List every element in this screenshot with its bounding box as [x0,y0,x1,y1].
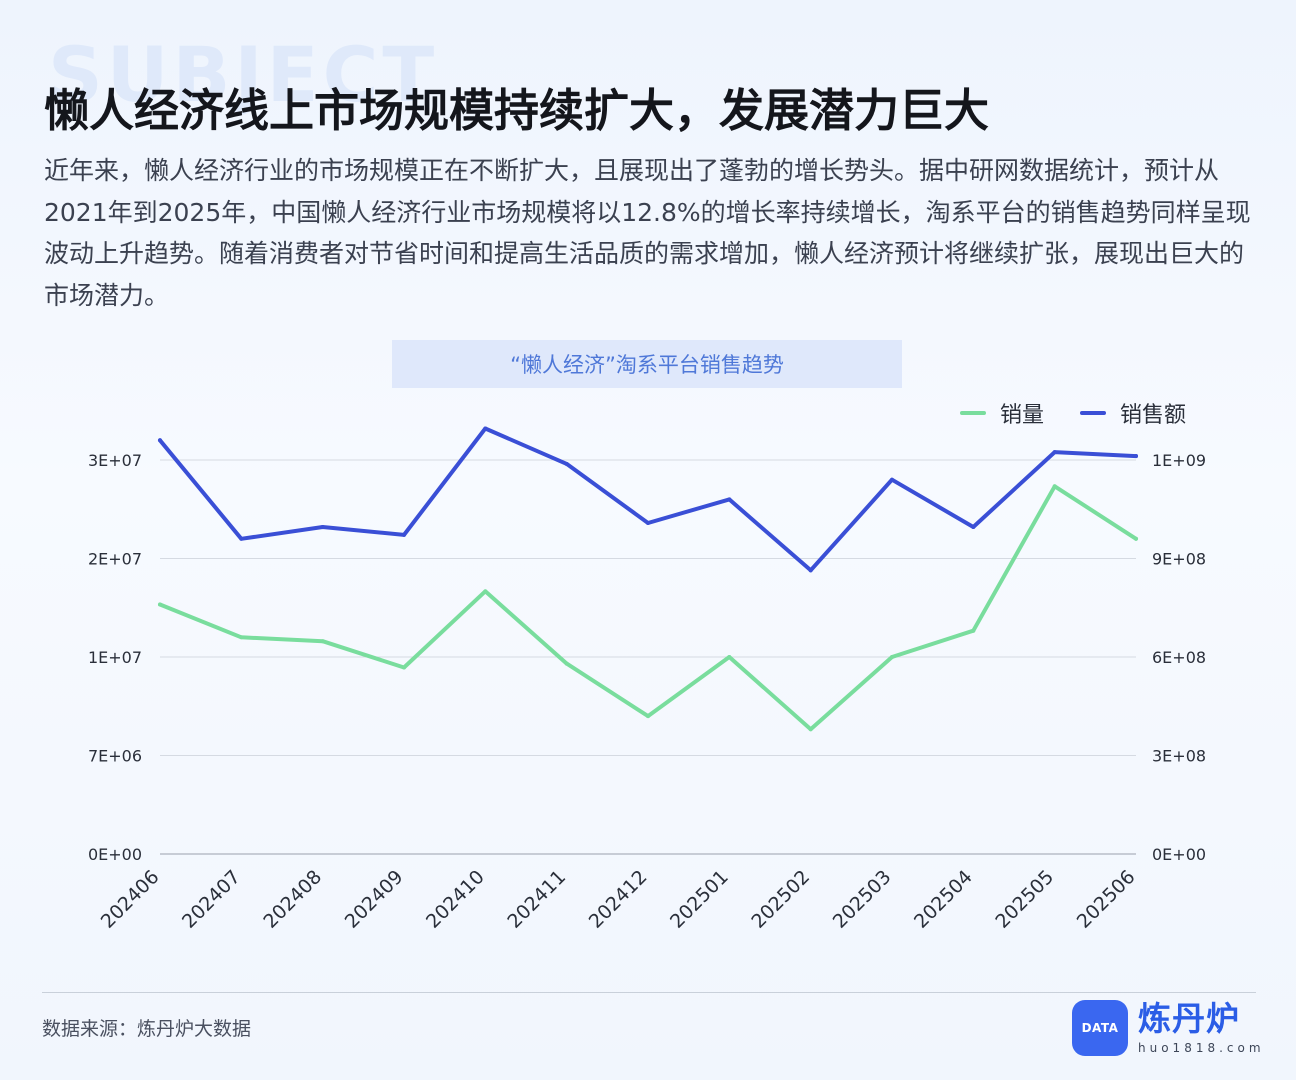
chart-title-box: “懒人经济”淘系平台销售趋势 [392,340,902,388]
data-point-sales-volume [1052,484,1057,489]
data-point-sales-volume [402,665,406,670]
x-tick-label: 202409 [341,866,408,933]
y-left-tick-label: 1E+07 [88,648,142,667]
x-tick-label: 202506 [1073,866,1140,933]
y-right-tick-label: 1E+09 [1152,451,1206,470]
data-point-sales-volume [890,655,894,659]
data-point-sales-volume [727,655,732,659]
logo-url: huo1818.com [1138,1041,1265,1055]
data-point-sales-amount [320,524,325,529]
x-tick-label: 202408 [259,866,326,933]
data-point-sales-volume [483,589,488,594]
data-point-sales-volume [564,661,569,666]
x-tick-label: 202406 [97,866,164,933]
data-point-sales-amount [808,568,813,573]
brand-logo: DATA 炼丹炉 huo1818.com [1072,1000,1265,1056]
logo-mark-icon: DATA [1072,1000,1128,1056]
data-point-sales-amount [727,497,732,502]
y-right-tick-label: 3E+08 [1152,747,1206,766]
data-point-sales-volume [808,727,813,732]
data-point-sales-amount [239,536,244,541]
series-line-sales-amount [158,426,1138,573]
x-tick-label: 202412 [585,866,652,933]
footer-divider [42,992,1256,993]
data-point-sales-volume [239,635,244,640]
x-tick-label: 202504 [910,866,977,933]
data-point-sales-volume [646,714,650,719]
data-point-sales-amount [158,438,162,443]
data-point-sales-volume [158,602,162,607]
y-right-tick-label: 0E+00 [1152,845,1206,864]
data-point-sales-amount [483,426,488,431]
background-watermark-text: SUBJECT [48,30,439,119]
data-point-sales-amount [402,532,406,537]
x-tick-label: 202502 [747,866,814,933]
x-tick-label: 202503 [829,866,896,933]
legend-swatch-sales-amount [1079,411,1106,415]
logo-text: 炼丹炉 huo1818.com [1138,999,1265,1056]
y-right-tick-label: 9E+08 [1152,550,1206,569]
legend-swatch-sales-volume [959,411,986,415]
intro-paragraph: 近年来，懒人经济行业的市场规模正在不断扩大，且展现出了蓬勃的增长势头。据中研网数… [44,156,1251,310]
legend-label-sales-volume: 销量 [999,403,1044,428]
data-point-sales-volume [320,639,325,644]
data-point-sales-volume [1134,536,1138,541]
x-tick-label: 202505 [991,866,1058,933]
data-source-note: 数据来源：炼丹炉大数据 [42,1018,252,1040]
data-point-sales-amount [646,521,650,526]
legend-item-sales-amount: 销售额 [1079,397,1186,429]
data-point-sales-volume [971,628,976,633]
y-left-tick-label: 0E+00 [88,845,142,864]
x-tick-label: 202407 [178,866,245,933]
data-point-sales-amount [1052,450,1057,455]
y-left-tick-label: 3E+07 [88,451,142,470]
x-tick-label: 202410 [422,866,489,933]
legend-item-sales-volume: 销量 [959,397,1044,429]
data-point-sales-amount [971,524,976,529]
data-point-sales-amount [1134,454,1138,459]
chart-title: “懒人经济”淘系平台销售趋势 [510,353,784,377]
y-left-tick-label: 2E+07 [88,550,142,569]
y-right-tick-label: 6E+08 [1152,648,1206,667]
x-tick-label: 202411 [503,866,570,933]
y-left-tick-label: 7E+06 [88,747,142,766]
page-title: 懒人经济线上市场规模持续扩大，发展潜力巨大 [44,84,990,137]
data-point-sales-amount [890,477,894,482]
chart-legend: 销量 销售额 [924,397,1186,429]
x-tick-label: 202501 [666,866,733,933]
logo-name: 炼丹炉 [1138,999,1240,1038]
legend-label-sales-amount: 销售额 [1119,403,1186,428]
data-point-sales-amount [564,461,569,466]
